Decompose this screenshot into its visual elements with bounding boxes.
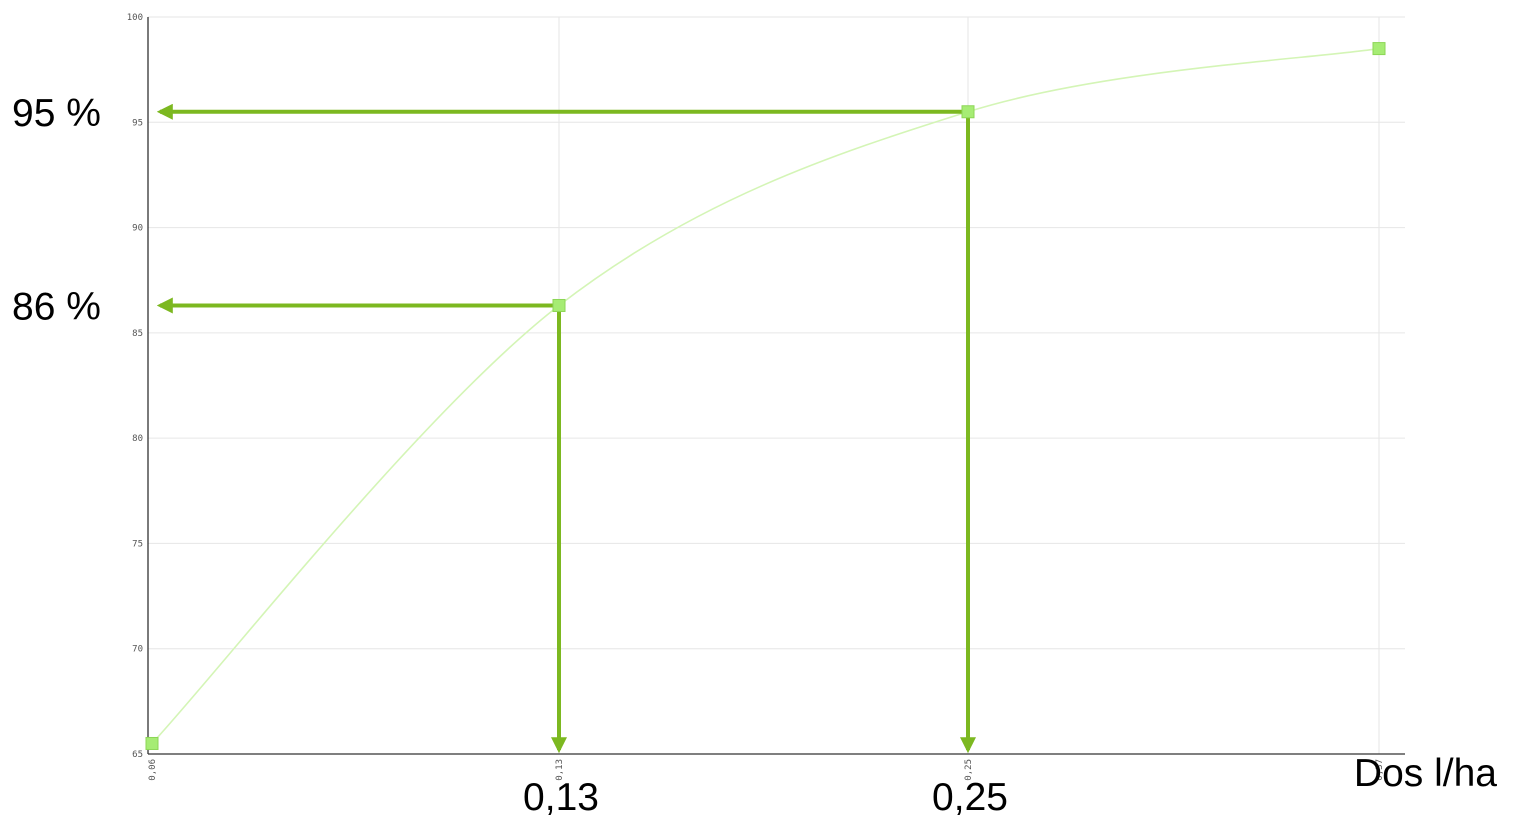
data-point (145, 736, 159, 750)
y-tick-label: 100 (127, 13, 143, 23)
y-tick-label: 85 (132, 329, 143, 339)
axes (147, 17, 1405, 755)
y-annotation-label: 86 % (12, 285, 101, 328)
x-annotation-label: 0,25 (932, 776, 1008, 819)
x-axis-title: Dos l/ha (1354, 752, 1497, 795)
x-annotation-label: 0,13 (523, 776, 599, 819)
y-tick-label: 80 (132, 434, 143, 444)
y-tick-label: 75 (132, 539, 143, 549)
y-tick-label: 65 (132, 750, 143, 760)
series-curve (151, 47, 1380, 745)
x-tick-label: 0,06 (148, 759, 158, 781)
data-points (145, 42, 1386, 750)
y-tick-label: 70 (132, 645, 143, 655)
data-point (1372, 42, 1386, 56)
y-tick-label: 90 (132, 224, 143, 234)
grid (148, 16, 1405, 754)
data-point (552, 298, 566, 312)
x-tick-label: 0,25 (964, 759, 974, 781)
data-point (961, 105, 975, 119)
y-tick-label: 95 (132, 118, 143, 128)
tick-labels: 65 70 75 80 85 90 95 100 0,06 0,13 0,25 0,37 (127, 13, 1385, 781)
x-tick-label: 0,13 (555, 759, 565, 781)
series-line (151, 47, 1380, 745)
annotation-labels: 86 % 0,13 95 % 0,25 Dos l/ha (12, 92, 1497, 819)
y-annotation-label: 95 % (12, 92, 101, 135)
x-tick-label: 0,37 (1375, 759, 1385, 781)
guide-arrows (156, 103, 976, 754)
